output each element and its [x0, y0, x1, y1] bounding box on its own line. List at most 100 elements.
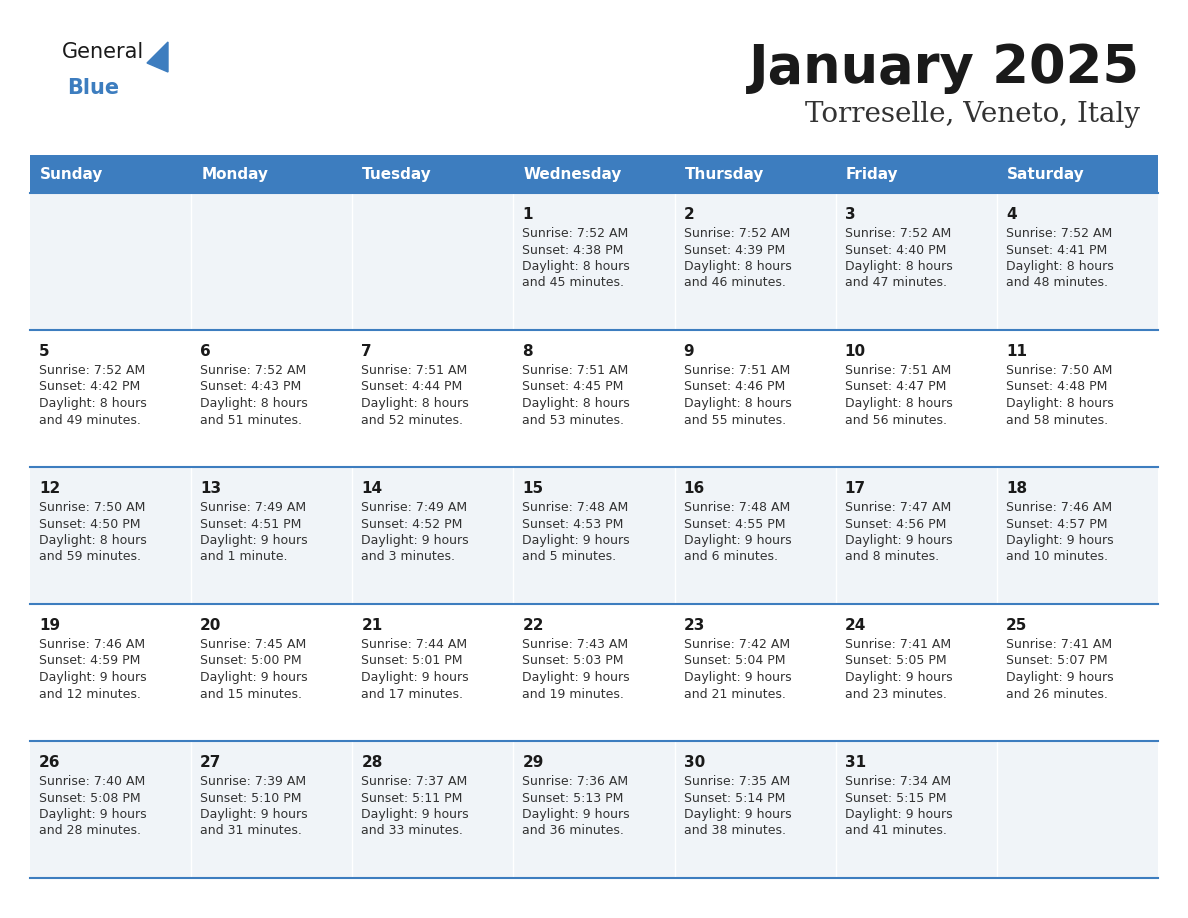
Text: and 55 minutes.: and 55 minutes.	[683, 413, 785, 427]
Bar	[30, 155, 191, 193]
Text: Daylight: 8 hours: Daylight: 8 hours	[1006, 260, 1113, 273]
Text: Sunset: 4:41 PM: Sunset: 4:41 PM	[1006, 243, 1107, 256]
Text: and 10 minutes.: and 10 minutes.	[1006, 551, 1108, 564]
Text: 19: 19	[39, 618, 61, 633]
Text: Sunrise: 7:48 AM: Sunrise: 7:48 AM	[523, 501, 628, 514]
Text: Daylight: 9 hours: Daylight: 9 hours	[845, 808, 953, 821]
Text: and 47 minutes.: and 47 minutes.	[845, 276, 947, 289]
Text: and 51 minutes.: and 51 minutes.	[200, 413, 302, 427]
Text: Daylight: 9 hours: Daylight: 9 hours	[361, 808, 469, 821]
Text: Sunset: 4:40 PM: Sunset: 4:40 PM	[845, 243, 946, 256]
Text: and 49 minutes.: and 49 minutes.	[39, 413, 141, 427]
Text: Sunset: 4:43 PM: Sunset: 4:43 PM	[200, 380, 302, 394]
Text: Daylight: 9 hours: Daylight: 9 hours	[200, 534, 308, 547]
Text: Sunrise: 7:51 AM: Sunrise: 7:51 AM	[845, 364, 950, 377]
Text: Sunrise: 7:46 AM: Sunrise: 7:46 AM	[1006, 501, 1112, 514]
Bar	[191, 155, 353, 193]
Text: 22: 22	[523, 618, 544, 633]
Text: and 19 minutes.: and 19 minutes.	[523, 688, 625, 700]
Bar	[675, 467, 835, 604]
Text: Daylight: 9 hours: Daylight: 9 hours	[523, 808, 630, 821]
Text: and 33 minutes.: and 33 minutes.	[361, 824, 463, 837]
Text: 26: 26	[39, 755, 61, 770]
Polygon shape	[147, 42, 168, 72]
Text: and 38 minutes.: and 38 minutes.	[683, 824, 785, 837]
Text: Daylight: 8 hours: Daylight: 8 hours	[845, 397, 953, 410]
Text: and 26 minutes.: and 26 minutes.	[1006, 688, 1107, 700]
Bar	[513, 193, 675, 330]
Text: 23: 23	[683, 618, 704, 633]
Text: Sunrise: 7:52 AM: Sunrise: 7:52 AM	[523, 227, 628, 240]
Text: 25: 25	[1006, 618, 1028, 633]
Text: Daylight: 8 hours: Daylight: 8 hours	[39, 397, 147, 410]
Text: Sunset: 5:04 PM: Sunset: 5:04 PM	[683, 655, 785, 667]
Bar	[30, 604, 191, 741]
Text: Sunrise: 7:50 AM: Sunrise: 7:50 AM	[39, 501, 145, 514]
Text: 14: 14	[361, 481, 383, 496]
Text: Sunrise: 7:42 AM: Sunrise: 7:42 AM	[683, 638, 790, 651]
Text: and 12 minutes.: and 12 minutes.	[39, 688, 141, 700]
Text: and 28 minutes.: and 28 minutes.	[39, 824, 141, 837]
Text: Daylight: 8 hours: Daylight: 8 hours	[845, 260, 953, 273]
Bar	[675, 155, 835, 193]
Bar	[675, 193, 835, 330]
Text: Sunset: 4:50 PM: Sunset: 4:50 PM	[39, 518, 140, 531]
Bar	[675, 330, 835, 467]
Text: and 1 minute.: and 1 minute.	[200, 551, 287, 564]
Text: Daylight: 9 hours: Daylight: 9 hours	[361, 534, 469, 547]
Text: 8: 8	[523, 344, 533, 359]
Text: Daylight: 8 hours: Daylight: 8 hours	[1006, 397, 1113, 410]
Bar	[30, 467, 191, 604]
Bar	[191, 330, 353, 467]
Text: and 15 minutes.: and 15 minutes.	[200, 688, 302, 700]
Text: Sunrise: 7:52 AM: Sunrise: 7:52 AM	[845, 227, 950, 240]
Bar	[835, 330, 997, 467]
Text: Sunrise: 7:41 AM: Sunrise: 7:41 AM	[1006, 638, 1112, 651]
Text: Daylight: 8 hours: Daylight: 8 hours	[683, 260, 791, 273]
Bar	[353, 604, 513, 741]
Text: Sunrise: 7:45 AM: Sunrise: 7:45 AM	[200, 638, 307, 651]
Text: Sunset: 4:47 PM: Sunset: 4:47 PM	[845, 380, 946, 394]
Bar	[997, 604, 1158, 741]
Text: Sunrise: 7:40 AM: Sunrise: 7:40 AM	[39, 775, 145, 788]
Text: and 58 minutes.: and 58 minutes.	[1006, 413, 1108, 427]
Text: Sunrise: 7:51 AM: Sunrise: 7:51 AM	[361, 364, 468, 377]
Bar	[835, 155, 997, 193]
Bar	[191, 604, 353, 741]
Text: and 6 minutes.: and 6 minutes.	[683, 551, 778, 564]
Text: Sunset: 4:48 PM: Sunset: 4:48 PM	[1006, 380, 1107, 394]
Text: 21: 21	[361, 618, 383, 633]
Text: and 45 minutes.: and 45 minutes.	[523, 276, 625, 289]
Text: 12: 12	[39, 481, 61, 496]
Text: 6: 6	[200, 344, 211, 359]
Text: Sunset: 4:51 PM: Sunset: 4:51 PM	[200, 518, 302, 531]
Text: and 52 minutes.: and 52 minutes.	[361, 413, 463, 427]
Bar	[997, 467, 1158, 604]
Text: and 59 minutes.: and 59 minutes.	[39, 551, 141, 564]
Bar	[513, 604, 675, 741]
Text: 15: 15	[523, 481, 544, 496]
Text: Daylight: 8 hours: Daylight: 8 hours	[361, 397, 469, 410]
Text: Sunrise: 7:35 AM: Sunrise: 7:35 AM	[683, 775, 790, 788]
Bar	[191, 741, 353, 878]
Bar	[997, 330, 1158, 467]
Bar	[513, 467, 675, 604]
Text: 30: 30	[683, 755, 704, 770]
Text: Daylight: 9 hours: Daylight: 9 hours	[523, 671, 630, 684]
Text: Daylight: 9 hours: Daylight: 9 hours	[39, 671, 146, 684]
Bar	[835, 604, 997, 741]
Text: Daylight: 9 hours: Daylight: 9 hours	[1006, 671, 1113, 684]
Text: Daylight: 9 hours: Daylight: 9 hours	[845, 534, 953, 547]
Text: Sunset: 5:00 PM: Sunset: 5:00 PM	[200, 655, 302, 667]
Text: 11: 11	[1006, 344, 1026, 359]
Text: Daylight: 9 hours: Daylight: 9 hours	[200, 808, 308, 821]
Text: 18: 18	[1006, 481, 1026, 496]
Text: Sunrise: 7:46 AM: Sunrise: 7:46 AM	[39, 638, 145, 651]
Bar	[353, 467, 513, 604]
Text: Daylight: 9 hours: Daylight: 9 hours	[683, 534, 791, 547]
Text: and 8 minutes.: and 8 minutes.	[845, 551, 939, 564]
Bar	[353, 193, 513, 330]
Text: Sunset: 5:03 PM: Sunset: 5:03 PM	[523, 655, 624, 667]
Text: General: General	[62, 42, 144, 62]
Text: Daylight: 8 hours: Daylight: 8 hours	[523, 260, 630, 273]
